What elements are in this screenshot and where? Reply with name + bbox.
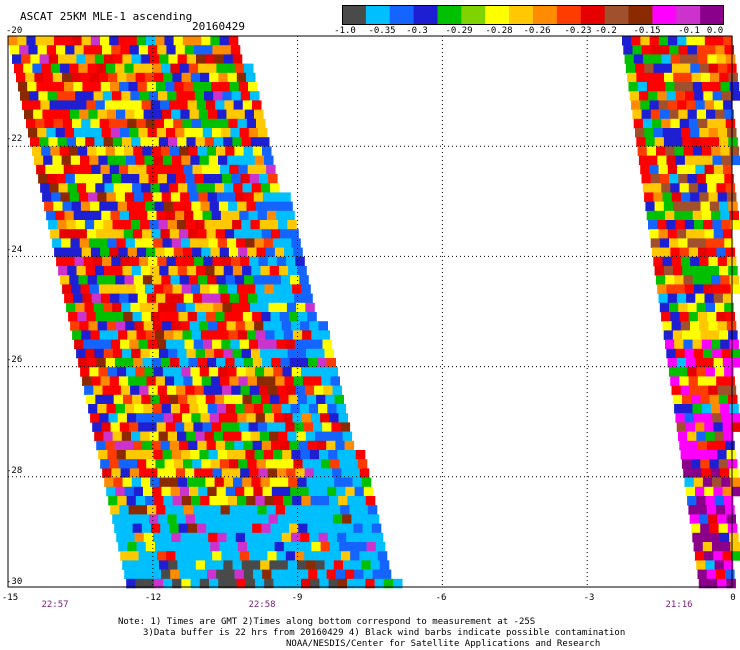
colorbar-swatch [437, 5, 462, 25]
map-plot [7, 35, 740, 589]
colorbar-label: -0.35 [368, 26, 396, 36]
colorbar-swatch [604, 5, 630, 25]
map-date: 20160429 [192, 20, 245, 33]
colorbar-label: -0.28 [485, 26, 513, 36]
colorbar [342, 5, 724, 25]
map-title: ASCAT 25KM MLE-1 ascending [20, 10, 193, 23]
time-label: 21:16 [665, 600, 693, 610]
colorbar-label: -0.29 [445, 26, 473, 36]
colorbar-swatch [676, 5, 701, 25]
colorbar-swatch [533, 5, 558, 25]
x-tick-label: -12 [144, 593, 162, 603]
colorbar-label: -0.3 [406, 26, 428, 36]
colorbar-swatch [580, 5, 606, 25]
colorbar-label: -0.15 [633, 26, 661, 36]
y-tick-label: -26 [6, 355, 23, 365]
y-tick-label: -24 [6, 245, 23, 255]
colorbar-swatch [509, 5, 534, 25]
x-tick-label: -6 [435, 593, 447, 603]
colorbar-label: -0.1 [678, 26, 700, 36]
colorbar-label: -0.23 [564, 26, 592, 36]
y-tick-label: -30 [6, 577, 23, 587]
colorbar-swatch [485, 5, 510, 25]
time-label: 22:58 [248, 600, 276, 610]
colorbar-label: -1.0 [334, 26, 356, 36]
colorbar-label: -0.2 [595, 26, 617, 36]
y-tick-label: -28 [6, 466, 23, 476]
time-label: 22:57 [41, 600, 69, 610]
colorbar-swatch [342, 5, 367, 25]
colorbar-swatch [389, 5, 415, 25]
note-line-1: Note: 1) Times are GMT 2)Times along bot… [118, 617, 536, 627]
x-tick-label: 0 [730, 593, 736, 603]
colorbar-swatch [461, 5, 486, 25]
y-tick-label: -22 [6, 134, 23, 144]
note-line-3: NOAA/NESDIS/Center for Satellite Applica… [286, 639, 601, 649]
colorbar-swatch [652, 5, 677, 25]
colorbar-swatch [413, 5, 439, 25]
colorbar-label: -0.26 [523, 26, 551, 36]
colorbar-swatch [365, 5, 391, 25]
colorbar-swatch [700, 5, 724, 25]
colorbar-swatch [628, 5, 653, 25]
colorbar-swatch [556, 5, 582, 25]
note-line-2: 3)Data buffer is 22 hrs from 20160429 4)… [143, 628, 626, 638]
x-tick-label: -15 [1, 593, 19, 603]
swath-cells [8, 36, 740, 589]
x-tick-label: -9 [291, 593, 303, 603]
plot-frame [7, 35, 733, 588]
x-tick-label: -3 [583, 593, 595, 603]
y-tick-label: -20 [6, 26, 23, 36]
graticule [8, 36, 732, 587]
colorbar-label: 0.0 [706, 26, 724, 36]
